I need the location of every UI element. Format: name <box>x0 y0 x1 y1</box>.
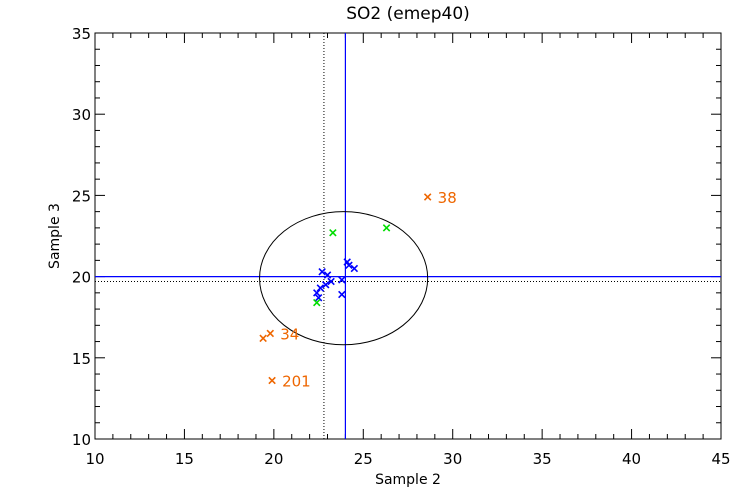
data-point-stroke <box>314 293 323 302</box>
data-point <box>313 298 321 307</box>
data-point-stroke <box>323 271 332 279</box>
x-tick-label: 20 <box>264 450 283 468</box>
x-tick-label: 40 <box>622 450 641 468</box>
data-point <box>423 193 432 201</box>
data-point <box>327 277 335 286</box>
x-tick-label: 35 <box>533 450 552 468</box>
data-point <box>329 228 337 237</box>
data-point <box>350 264 359 273</box>
data-point-stroke <box>259 334 267 343</box>
y-tick-label: 25 <box>72 187 91 205</box>
data-point-stroke <box>338 276 346 284</box>
data-point-label: 34 <box>280 325 299 343</box>
data-point <box>382 224 391 232</box>
data-point-stroke <box>327 277 335 286</box>
data-point-stroke <box>318 267 326 276</box>
data-point-stroke <box>313 298 321 307</box>
y-tick-label: 10 <box>72 431 91 449</box>
data-point <box>318 267 326 276</box>
data-point-stroke <box>316 284 325 292</box>
chart-title: SO2 (emep40) <box>346 4 470 24</box>
data-point <box>313 289 321 297</box>
data-point-stroke <box>266 329 275 338</box>
data-point-stroke <box>329 228 337 237</box>
data-point <box>323 271 332 279</box>
plot-frame <box>94 32 722 440</box>
data-point-stroke <box>382 224 391 232</box>
y-axis-label: Sample 3 <box>47 203 63 269</box>
data-point <box>338 276 346 284</box>
data-point <box>266 329 275 338</box>
data-point-stroke <box>268 376 276 385</box>
y-tick-label: 35 <box>72 25 91 43</box>
data-point-stroke <box>345 261 353 269</box>
data-point <box>321 280 330 289</box>
y-tick-label: 15 <box>72 350 91 368</box>
data-point-stroke <box>343 258 351 266</box>
data-point-label: 38 <box>438 189 457 207</box>
data-point <box>316 284 325 292</box>
data-point-stroke <box>423 193 432 201</box>
data-point <box>338 290 346 299</box>
data-point-stroke <box>338 290 346 299</box>
data-point-label: 201 <box>282 373 311 391</box>
data-point-stroke <box>321 280 330 289</box>
data-point <box>345 261 353 269</box>
x-tick-label: 25 <box>354 450 373 468</box>
data-point-stroke <box>350 264 359 273</box>
x-tick-label: 10 <box>85 450 104 468</box>
x-tick-label: 45 <box>711 450 730 468</box>
data-point <box>314 293 323 302</box>
confidence-ellipse <box>259 211 429 346</box>
data-point <box>268 376 276 385</box>
y-tick-label: 30 <box>72 106 91 124</box>
y-tick-label: 20 <box>72 269 91 287</box>
data-point <box>259 334 267 343</box>
x-tick-label: 15 <box>175 450 194 468</box>
x-tick-label: 30 <box>443 450 462 468</box>
x-axis-label: Sample 2 <box>375 472 441 488</box>
data-point-stroke <box>313 289 321 297</box>
